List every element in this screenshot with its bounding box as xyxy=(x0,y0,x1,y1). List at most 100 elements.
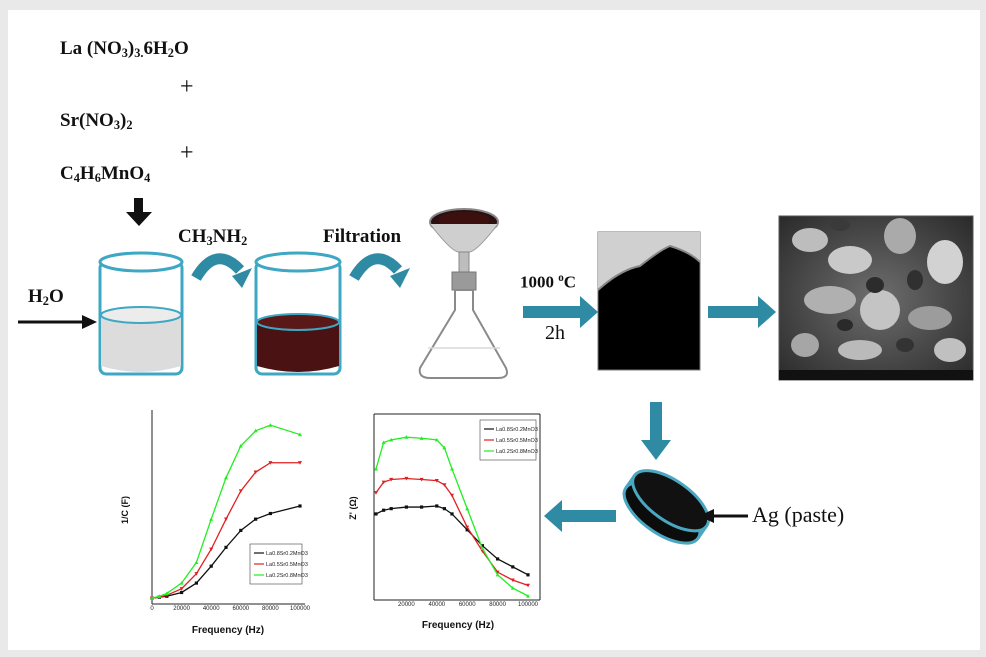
curved-arrow-icon xyxy=(349,253,410,288)
right-arrow-icon xyxy=(18,315,97,329)
left-arrow-icon xyxy=(699,509,748,523)
chart2-data-point xyxy=(381,480,386,485)
chart2-data-point xyxy=(450,512,454,516)
chart1-x-tick-label: 20000 xyxy=(173,606,190,612)
chart2-data-point xyxy=(465,528,469,532)
chart2-data-point xyxy=(374,512,378,516)
chart2-data-point xyxy=(404,476,409,481)
chart2-data-point xyxy=(434,437,439,442)
chart2-data-point xyxy=(381,440,386,445)
chart1-data-point xyxy=(164,591,169,596)
chart2-data-point xyxy=(495,572,500,577)
chart2-x-tick-label: 40000 xyxy=(428,602,445,608)
chart1-data-point xyxy=(194,572,199,576)
pellet-disc xyxy=(622,469,710,545)
chart1-data-point xyxy=(238,489,243,493)
chart2-data-point xyxy=(442,445,447,450)
chart2-data-point xyxy=(511,565,515,569)
chart1-data-point xyxy=(268,423,273,427)
chart1-x-tick-label: 80000 xyxy=(262,606,279,612)
water-label: H2O xyxy=(28,286,64,309)
chart1-xlabel: Frequency (Hz) xyxy=(192,625,264,636)
chart1-legend-label: La0.5Sr0.5MnO3 xyxy=(266,562,308,568)
chart2-data-point xyxy=(419,436,424,440)
chart1-data-point xyxy=(209,517,214,521)
chart1-data-point xyxy=(224,475,228,480)
chart2-data-point xyxy=(442,507,446,511)
chart2-data-point xyxy=(435,504,439,508)
right-arrow-icon xyxy=(523,296,598,328)
chart1-data-point xyxy=(209,564,213,568)
right-arrow-icon xyxy=(708,296,776,328)
chart2-ylabel: Z' (Ω) xyxy=(348,496,358,519)
methylamine-label: CH3NH2 xyxy=(178,226,248,249)
chart2-data-point xyxy=(450,493,454,498)
chart2-data-point xyxy=(389,507,393,511)
chart1-data-point xyxy=(194,560,199,564)
chart2-data-point xyxy=(374,491,378,495)
reactant-la-nitrate: La (NO3)3.6H2O xyxy=(60,38,189,61)
chart1-data-point xyxy=(224,545,228,549)
sem-micrograph-image xyxy=(778,215,974,381)
time-label: 2h xyxy=(545,322,565,344)
chart2-series-line xyxy=(375,505,529,576)
chart2-data-point xyxy=(389,437,394,442)
chart2-data-point xyxy=(450,466,454,471)
chart2-data-point xyxy=(480,544,484,548)
plus-sign: + xyxy=(180,140,194,166)
chart1-data-point xyxy=(298,432,302,437)
chart1-legend-label: La0.8Sr0.2MnO3 xyxy=(266,551,308,557)
chart2-legend-label: La0.2Sr0.8MnO3 xyxy=(496,449,538,455)
chart1-data-point xyxy=(224,517,228,522)
chart1-data-point xyxy=(150,596,154,600)
chart2-data-point xyxy=(382,508,386,512)
chart1-data-point xyxy=(238,443,243,448)
chart2-data-point xyxy=(465,506,470,511)
chart1-data-point xyxy=(298,461,302,465)
chart2-data-point xyxy=(480,546,485,550)
chart2-data-point xyxy=(496,557,500,561)
impedance-chart: Z' (Ω) Frequency (Hz) 20000 40000 60000 800… xyxy=(348,413,541,631)
chart1-x-tick-label: 40000 xyxy=(203,606,220,612)
chart2-data-point xyxy=(389,477,394,482)
chart2-data-point xyxy=(526,594,530,598)
chart1-x-tick-label: 60000 xyxy=(232,606,249,612)
chart2-data-point xyxy=(434,478,439,483)
chart1-data-point xyxy=(209,547,214,552)
chart2-data-point xyxy=(374,466,378,471)
curved-arrow-icon xyxy=(191,253,252,288)
chart2-data-point xyxy=(420,505,424,509)
chart1-data-point xyxy=(157,594,162,598)
chart1-x-tick-label: 0 xyxy=(150,606,154,612)
chart2-data-point xyxy=(419,477,424,482)
chart2-data-point xyxy=(526,573,530,577)
chart2-xlabel: Frequency (Hz) xyxy=(422,620,494,631)
chart2-data-point xyxy=(442,483,447,487)
chart2-data-point xyxy=(510,586,515,590)
chart1-data-point xyxy=(254,517,258,521)
chart1-x-tick-label: 100000 xyxy=(290,606,311,612)
chart2-data-point xyxy=(526,583,530,588)
left-arrow-icon xyxy=(544,500,616,532)
capacitance-chart: 1/C (F) Frequency (Hz) 0 20000 40000 60000 8… xyxy=(120,410,311,636)
chart2-data-point xyxy=(404,435,409,439)
chart2-x-tick-label: 20000 xyxy=(398,602,415,608)
chart2-data-point xyxy=(404,505,408,509)
powder-sample-image xyxy=(597,231,701,371)
chart1-legend-label: La0.2Sr0.8MnO3 xyxy=(266,573,308,579)
chart2-data-point xyxy=(495,570,500,575)
chart2-series-line xyxy=(375,436,529,597)
chart1-data-point xyxy=(253,470,258,475)
chart1-data-point xyxy=(194,581,198,585)
chart1-data-point xyxy=(253,428,258,433)
chart2-legend-label: La0.8Sr0.2MnO3 xyxy=(496,427,538,433)
chart1-ylabel: 1/C (F) xyxy=(120,496,130,524)
chart2-x-tick-label: 100000 xyxy=(518,602,539,608)
chart1-data-point xyxy=(239,528,243,533)
chart1-data-point xyxy=(179,581,184,585)
chart1-data-point xyxy=(298,504,302,508)
chart2-data-point xyxy=(465,525,470,530)
reactant-sr-nitrate: Sr(NO3)2 xyxy=(60,110,133,133)
chart2-data-point xyxy=(510,578,515,583)
